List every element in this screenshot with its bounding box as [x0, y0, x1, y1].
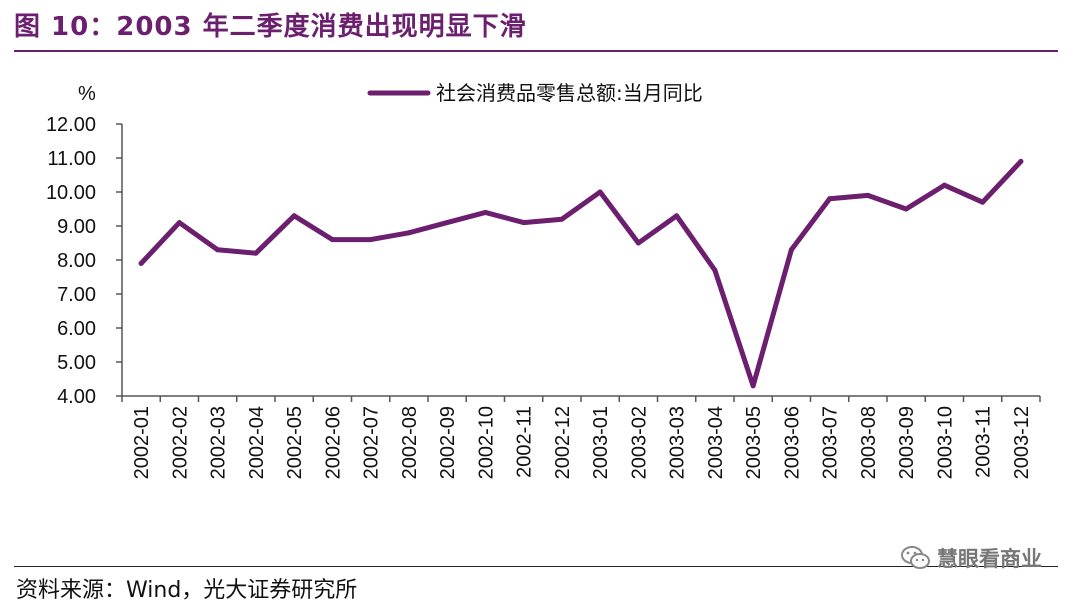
x-tick-label: 2003-06: [781, 406, 803, 479]
x-tick-label: 2003-10: [934, 406, 956, 479]
y-tick-label: 5.00: [57, 352, 96, 374]
data-point: [521, 220, 527, 226]
x-tick-label: 2002-03: [208, 406, 230, 479]
series-line: [138, 158, 1024, 389]
data-point: [176, 220, 182, 226]
data-point: [444, 220, 450, 226]
x-axis: 2002-01 2002-02 2002-03 2002-04 2002-05 2002-…: [121, 395, 1041, 479]
data-point: [253, 250, 259, 256]
x-tick-label: 2002-04: [246, 406, 268, 479]
x-tick-label: 2002-06: [322, 406, 344, 479]
x-tick-label: 2003-05: [743, 406, 765, 479]
x-tick-label: 2002-10: [475, 406, 497, 479]
x-tick-label: 2003-12: [1011, 406, 1033, 479]
x-tick-label: 2002-08: [399, 406, 421, 479]
y-tick-label: 10.00: [46, 182, 96, 204]
y-tick-label: 12.00: [46, 114, 96, 136]
y-unit-label: %: [78, 83, 96, 105]
x-tick-label: 2002-11: [514, 406, 536, 478]
data-point: [865, 192, 871, 198]
x-tick-label: 2003-04: [705, 406, 727, 479]
data-point: [329, 237, 335, 243]
y-tick-label: 6.00: [57, 318, 96, 340]
data-point: [368, 237, 374, 243]
y-tick-label: 7.00: [57, 284, 96, 306]
x-tick-label: 2002-02: [169, 406, 191, 479]
data-point: [712, 267, 718, 273]
data-point: [597, 189, 603, 195]
data-point: [827, 196, 833, 202]
x-tick-label: 2003-07: [820, 406, 842, 479]
figure-title: 图 10：2003 年二季度消费出现明显下滑: [14, 12, 527, 42]
data-point: [903, 206, 909, 212]
data-point: [559, 216, 565, 222]
data-point: [750, 383, 756, 389]
watermark: 慧眼看商业: [901, 543, 1042, 573]
x-tick-label: 2002-01: [131, 406, 153, 479]
legend-label: 社会消费品零售总额:当月同比: [436, 81, 703, 105]
x-tick-label: 2002-09: [437, 406, 459, 479]
x-tick-label: 2002-05: [284, 406, 306, 479]
y-tick-label: 9.00: [57, 216, 96, 238]
data-point: [635, 240, 641, 246]
data-point: [674, 213, 680, 219]
source-note: 资料来源：Wind，光大证券研究所: [16, 578, 358, 603]
data-point: [482, 209, 488, 215]
data-point: [980, 199, 986, 205]
data-point: [138, 260, 144, 266]
x-tick-label: 2003-02: [628, 406, 650, 479]
line-chart: 4.00 5.00 6.00 7.00 8.00 9.00 10.00 11.00 12.00%…: [46, 81, 1041, 479]
x-tick-label: 2002-12: [552, 406, 574, 479]
title-divider: [14, 50, 1058, 52]
watermark-text: 慧眼看商业: [937, 547, 1042, 571]
y-axis: 4.00 5.00 6.00 7.00 8.00 9.00 10.00 11.00 12.00%: [46, 83, 123, 408]
x-tick-label: 2003-03: [667, 406, 689, 479]
data-point: [788, 247, 794, 253]
data-point: [1018, 158, 1024, 164]
x-tick-label: 2003-01: [590, 406, 612, 479]
data-point: [941, 182, 947, 188]
wechat-icon: [901, 546, 930, 569]
footer-divider: [14, 566, 1058, 567]
y-tick-label: 8.00: [57, 250, 96, 272]
data-point: [215, 247, 221, 253]
y-tick-label: 4.00: [57, 386, 96, 408]
series-lines: [138, 158, 1024, 389]
x-tick-label: 2003-08: [858, 406, 880, 479]
y-tick-label: 11.00: [47, 148, 96, 170]
data-point: [291, 213, 297, 219]
x-tick-label: 2003-09: [896, 406, 918, 479]
legend: 社会消费品零售总额:当月同比: [367, 81, 703, 105]
x-tick-label: 2003-11: [973, 406, 995, 478]
x-tick-label: 2002-07: [361, 406, 383, 479]
data-point: [406, 230, 412, 236]
